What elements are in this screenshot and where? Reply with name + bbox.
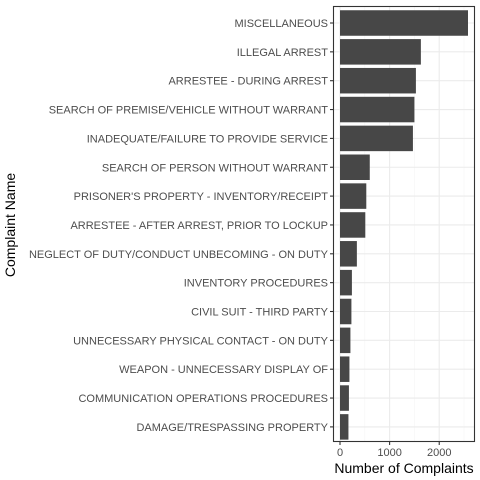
y-axis-ticks: MISCELLANEOUS ILLEGAL ARREST ARRESTEE - DU… xyxy=(29,18,333,434)
x-tick-label: 1000 xyxy=(377,447,401,459)
y-tick-label: SEARCH OF PERSON WITHOUT WARRANT xyxy=(102,162,328,174)
x-axis-ticks: 0 1000 2000 xyxy=(337,442,451,459)
bar xyxy=(340,154,370,180)
bar xyxy=(340,269,352,296)
bars xyxy=(340,10,468,440)
bar xyxy=(340,241,357,267)
y-tick-label: INVENTORY PROCEDURES xyxy=(184,278,328,290)
y-tick-label: ILLEGAL ARREST xyxy=(237,47,329,59)
bar xyxy=(340,385,349,411)
y-tick-label: MISCELLANEOUS xyxy=(234,18,328,30)
y-tick-label: COMMUNICATION OPERATIONS PROCEDURES xyxy=(78,393,328,405)
y-tick-label: UNNECESSARY PHYSICAL CONTACT - ON DUTY xyxy=(73,335,329,347)
panel-border xyxy=(332,5,476,443)
bar xyxy=(340,10,468,36)
y-tick-label: CIVIL SUIT - THIRD PARTY xyxy=(191,307,329,319)
bar xyxy=(340,212,366,238)
bar xyxy=(340,67,416,94)
y-tick-label: WEAPON - UNNECESSARY DISPLAY OF xyxy=(119,364,328,376)
bar xyxy=(340,327,351,354)
y-tick-label: NEGLECT OF DUTY/CONDUCT UNBECOMING - ON … xyxy=(29,249,329,261)
bar xyxy=(340,356,350,382)
y-tick-label: PRISONER'S PROPERTY - INVENTORY/RECEIPT xyxy=(74,191,329,203)
y-tick-label: ARRESTEE - AFTER ARREST, PRIOR TO LOCKUP xyxy=(70,220,328,232)
y-tick-label: ARRESTEE - DURING ARREST xyxy=(168,76,328,88)
panel-border-rect xyxy=(332,5,476,443)
bar xyxy=(340,183,367,209)
bar xyxy=(340,414,349,440)
bar xyxy=(340,298,352,325)
bar xyxy=(340,96,415,123)
y-tick-label: DAMAGE/TRESPASSING PROPERTY xyxy=(136,422,328,434)
bar xyxy=(340,39,421,65)
y-tick-label: SEARCH OF PREMISE/VEHICLE WITHOUT WARRAN… xyxy=(49,105,329,117)
x-axis-title: Number of Complaints xyxy=(334,460,473,476)
bar xyxy=(340,125,413,152)
y-tick-label: INADEQUATE/FAILURE TO PROVIDE SERVICE xyxy=(87,133,328,145)
y-axis-title: Complaint Name xyxy=(2,173,18,277)
x-tick-label: 2000 xyxy=(427,447,451,459)
x-tick-label: 0 xyxy=(337,447,343,459)
